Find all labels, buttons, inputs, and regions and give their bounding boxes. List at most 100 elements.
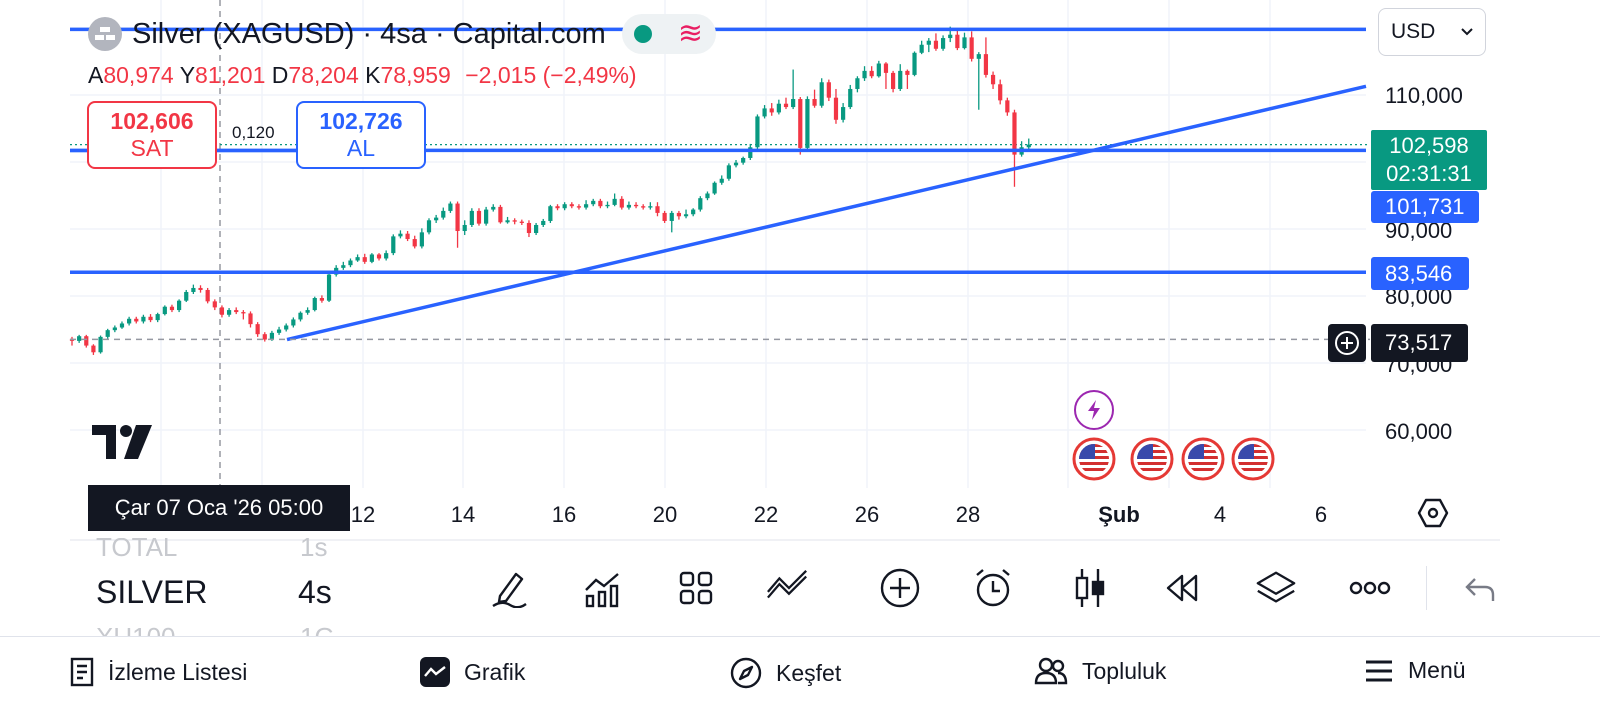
candle-body (948, 34, 953, 39)
candle-body (298, 312, 303, 320)
hamburger-menu-icon (1364, 659, 1394, 683)
nav-menu-label: Menü (1408, 657, 1466, 683)
low-value: 78,204 (288, 62, 359, 88)
candle-body (148, 316, 153, 321)
candle-body (776, 103, 781, 113)
current-interval: 4s (298, 574, 332, 610)
crosshair-price-tag: 73,517 (1371, 324, 1468, 362)
next-symbol[interactable]: XU100 (96, 622, 176, 636)
symbol-switcher[interactable]: TOTAL 1s SILVER 4s XU100 1G (0, 538, 470, 636)
candle-body (969, 37, 974, 59)
nav-watchlist[interactable]: İzleme Listesi (70, 657, 247, 687)
candle-body (769, 108, 774, 113)
candle-body (591, 200, 596, 205)
layouts-icon[interactable] (674, 566, 718, 610)
undo-icon[interactable] (1458, 566, 1502, 610)
candle-body (940, 38, 946, 49)
alert-clock-icon[interactable] (971, 566, 1015, 610)
level-tag[interactable]: 101,731 (1371, 191, 1479, 223)
candle-body (191, 287, 196, 292)
candle-body (398, 233, 403, 237)
candle-body (676, 212, 681, 217)
symbol-title[interactable]: Silver (XAGUSD) · 4sa · Capital.com (132, 17, 606, 50)
candle-body (891, 72, 896, 89)
candle-body (655, 206, 660, 213)
y-tick: 110,000 (1385, 83, 1463, 108)
nav-explore[interactable]: Keşfet (730, 657, 841, 689)
candle-body (219, 307, 225, 315)
indicators-icon[interactable] (580, 566, 624, 610)
symbol-header[interactable]: Silver (XAGUSD) · 4sa · Capital.com ≋ (88, 14, 716, 54)
candle-body (955, 34, 960, 49)
candle-body (626, 204, 632, 208)
candle-body (726, 165, 731, 179)
candle-body (633, 204, 639, 207)
candle-body (434, 217, 439, 221)
candle-body (498, 206, 503, 223)
prev-symbol[interactable]: TOTAL (96, 538, 178, 562)
x-tick: 12 (350, 502, 376, 527)
candle-body (484, 209, 489, 224)
candle-body (455, 203, 460, 232)
add-icon[interactable] (878, 566, 922, 610)
candle-body (741, 157, 746, 163)
high-label: Y (179, 62, 196, 88)
add-order-button[interactable] (1328, 324, 1366, 362)
candle-body (576, 206, 582, 208)
candle-body (883, 63, 889, 73)
nav-chart[interactable]: Grafik (420, 657, 525, 687)
sell-price: 102,606 (110, 108, 194, 134)
current-symbol[interactable]: SILVER (96, 574, 208, 610)
candle-body (962, 37, 967, 49)
replay-icon[interactable] (1160, 566, 1204, 610)
candle-body (819, 82, 824, 106)
sell-button[interactable]: 102,606 SAT (87, 101, 217, 169)
settings-hexagon-icon (1417, 498, 1449, 528)
x-tick: 22 (753, 502, 779, 527)
candle-body (1005, 100, 1010, 113)
candle-body (841, 107, 846, 120)
candle-body (698, 198, 703, 210)
chart-settings-button[interactable] (1416, 496, 1450, 535)
pencil-icon[interactable] (488, 566, 532, 610)
candle-body (898, 70, 903, 89)
candle-type-icon[interactable] (1068, 566, 1112, 610)
candle-body (669, 212, 674, 221)
candle-body (469, 210, 474, 225)
nav-menu[interactable]: Menü (1364, 657, 1466, 684)
community-icon (1034, 657, 1068, 685)
candle-body (291, 319, 296, 326)
candle-body (933, 40, 939, 49)
nav-watchlist-label: İzleme Listesi (108, 658, 248, 685)
tradingview-logo-icon (92, 425, 152, 459)
us-flag-event-icon[interactable] (1231, 437, 1275, 481)
us-flag-event-icon[interactable] (1130, 437, 1174, 481)
chart-icon (420, 657, 450, 687)
us-flag-event-icon[interactable] (1181, 437, 1225, 481)
status-pill[interactable]: ≋ (621, 14, 716, 54)
candle-body (426, 220, 432, 233)
lightning-event-icon[interactable] (1074, 390, 1114, 430)
layers-icon[interactable] (1254, 566, 1298, 610)
level-tag[interactable]: 83,546 (1371, 257, 1469, 290)
candle-body (326, 274, 332, 301)
candle-body (305, 310, 310, 313)
more-icon[interactable] (1348, 566, 1392, 610)
buy-button[interactable]: 102,726 AL (296, 101, 426, 169)
candle-body (555, 206, 560, 209)
nav-community[interactable]: Topluluk (1034, 657, 1166, 685)
compare-icon[interactable] (766, 566, 810, 610)
candle-body (105, 330, 110, 337)
candle-body (733, 162, 739, 166)
candle-body (569, 204, 574, 207)
candle-body (355, 257, 360, 261)
candle-body (505, 220, 510, 223)
trend-line (286, 84, 1367, 342)
candle-body (462, 224, 467, 232)
us-flag-event-icon[interactable] (1072, 437, 1116, 481)
candle-body (312, 298, 317, 311)
candle-body (98, 336, 103, 353)
buy-price: 102,726 (319, 108, 403, 134)
currency-select[interactable]: USD (1378, 8, 1486, 56)
